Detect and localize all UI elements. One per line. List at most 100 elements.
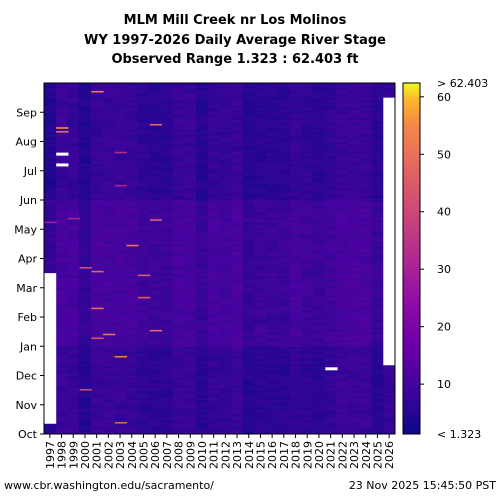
heatmap-cell bbox=[289, 217, 302, 220]
heatmap-cell bbox=[90, 200, 103, 203]
heatmap-cell bbox=[125, 280, 138, 284]
heatmap-cell bbox=[266, 146, 279, 150]
heatmap-cell bbox=[55, 373, 68, 376]
heatmap-cell bbox=[242, 360, 255, 364]
heatmap-cell bbox=[67, 382, 80, 386]
heatmap-cell bbox=[102, 331, 115, 335]
heatmap-cell bbox=[278, 368, 290, 371]
heatmap-cell bbox=[254, 392, 267, 396]
heatmap-cell bbox=[254, 329, 267, 332]
heatmap-cell bbox=[90, 239, 103, 242]
heatmap-cell bbox=[114, 416, 127, 420]
heatmap-cell bbox=[348, 290, 361, 293]
heatmap-cell bbox=[55, 382, 68, 386]
heatmap-cell bbox=[266, 363, 279, 367]
heatmap-cell bbox=[55, 114, 68, 118]
heatmap-cell bbox=[219, 139, 232, 142]
heatmap-cell bbox=[313, 168, 326, 172]
heatmap-cell bbox=[231, 256, 244, 259]
heatmap-cell bbox=[278, 426, 290, 430]
heatmap-cell bbox=[149, 131, 162, 135]
heatmap-cell bbox=[102, 146, 115, 150]
heatmap-cell bbox=[324, 104, 337, 108]
high-stage-event bbox=[67, 217, 81, 220]
heatmap-cell bbox=[324, 326, 337, 330]
heatmap-cell bbox=[125, 314, 138, 318]
heatmap-cell bbox=[336, 363, 349, 367]
heatmap-cell bbox=[383, 85, 396, 89]
heatmap-cell bbox=[266, 158, 279, 162]
heatmap-cell bbox=[231, 265, 244, 269]
heatmap-cell bbox=[266, 346, 279, 349]
heatmap-cell bbox=[231, 185, 244, 189]
heatmap-cell bbox=[79, 273, 92, 276]
heatmap-cell bbox=[149, 182, 162, 186]
heatmap-cell bbox=[196, 100, 209, 103]
heatmap-cell bbox=[184, 202, 197, 206]
heatmap-cell bbox=[336, 290, 349, 293]
heatmap-cell bbox=[79, 234, 92, 237]
heatmap-cell bbox=[55, 207, 68, 211]
heatmap-cell bbox=[125, 348, 138, 352]
heatmap-cell bbox=[219, 204, 232, 208]
heatmap-cell bbox=[207, 192, 220, 196]
heatmap-cell bbox=[219, 90, 232, 94]
heatmap-cell bbox=[359, 334, 372, 337]
heatmap-cell bbox=[161, 117, 173, 120]
heatmap-cell bbox=[149, 143, 162, 147]
heatmap-cell bbox=[125, 122, 138, 125]
heatmap-cell bbox=[114, 256, 127, 259]
heatmap-cell bbox=[67, 412, 80, 415]
heatmap-cell bbox=[102, 429, 115, 432]
heatmap-cell bbox=[313, 143, 326, 147]
heatmap-cell bbox=[266, 129, 279, 133]
heatmap-cell bbox=[278, 97, 290, 101]
heatmap-cell bbox=[149, 165, 162, 169]
heatmap-cell bbox=[207, 253, 220, 257]
heatmap-cell bbox=[219, 375, 232, 379]
heatmap-cell bbox=[359, 329, 372, 332]
heatmap-cell bbox=[102, 204, 115, 208]
heatmap-cell bbox=[207, 214, 220, 218]
heatmap-cell bbox=[102, 402, 115, 406]
heatmap-cell bbox=[67, 356, 80, 359]
heatmap-cell bbox=[102, 153, 115, 157]
heatmap-cell bbox=[278, 341, 290, 345]
heatmap-cell bbox=[207, 209, 220, 213]
heatmap-cell bbox=[161, 251, 173, 254]
heatmap-cell bbox=[102, 351, 115, 354]
heatmap-cell bbox=[207, 260, 220, 264]
heatmap-cell bbox=[125, 395, 138, 398]
heatmap-cell bbox=[336, 402, 349, 406]
heatmap-cell bbox=[44, 207, 56, 211]
heatmap-cell bbox=[313, 319, 326, 323]
heatmap-cell bbox=[231, 221, 244, 225]
heatmap-cell bbox=[324, 265, 337, 269]
heatmap-cell bbox=[231, 395, 244, 398]
heatmap-cell bbox=[125, 92, 138, 96]
heatmap-cell bbox=[219, 95, 232, 98]
heatmap-cell bbox=[102, 397, 115, 401]
heatmap-cell bbox=[359, 202, 372, 206]
heatmap-cell bbox=[55, 180, 68, 184]
heatmap-cell bbox=[371, 297, 384, 301]
heatmap-cell bbox=[289, 153, 302, 157]
heatmap-cell bbox=[278, 299, 290, 303]
heatmap-cell bbox=[231, 100, 244, 103]
heatmap-cell bbox=[125, 165, 138, 169]
heatmap-cell bbox=[278, 307, 290, 310]
heatmap-cell bbox=[125, 95, 138, 98]
heatmap-cell bbox=[371, 414, 384, 418]
heatmap-cell bbox=[219, 414, 232, 418]
heatmap-cell bbox=[196, 397, 209, 401]
heatmap-cell bbox=[359, 117, 372, 120]
heatmap-cell bbox=[289, 385, 302, 388]
heatmap-cell bbox=[242, 97, 255, 101]
heatmap-cell bbox=[359, 146, 372, 150]
heatmap-cell bbox=[125, 114, 138, 118]
heatmap-cell bbox=[266, 338, 279, 342]
heatmap-cell bbox=[242, 416, 255, 420]
heatmap-cell bbox=[336, 195, 349, 198]
heatmap-cell bbox=[196, 170, 209, 174]
heatmap-cell bbox=[336, 326, 349, 330]
